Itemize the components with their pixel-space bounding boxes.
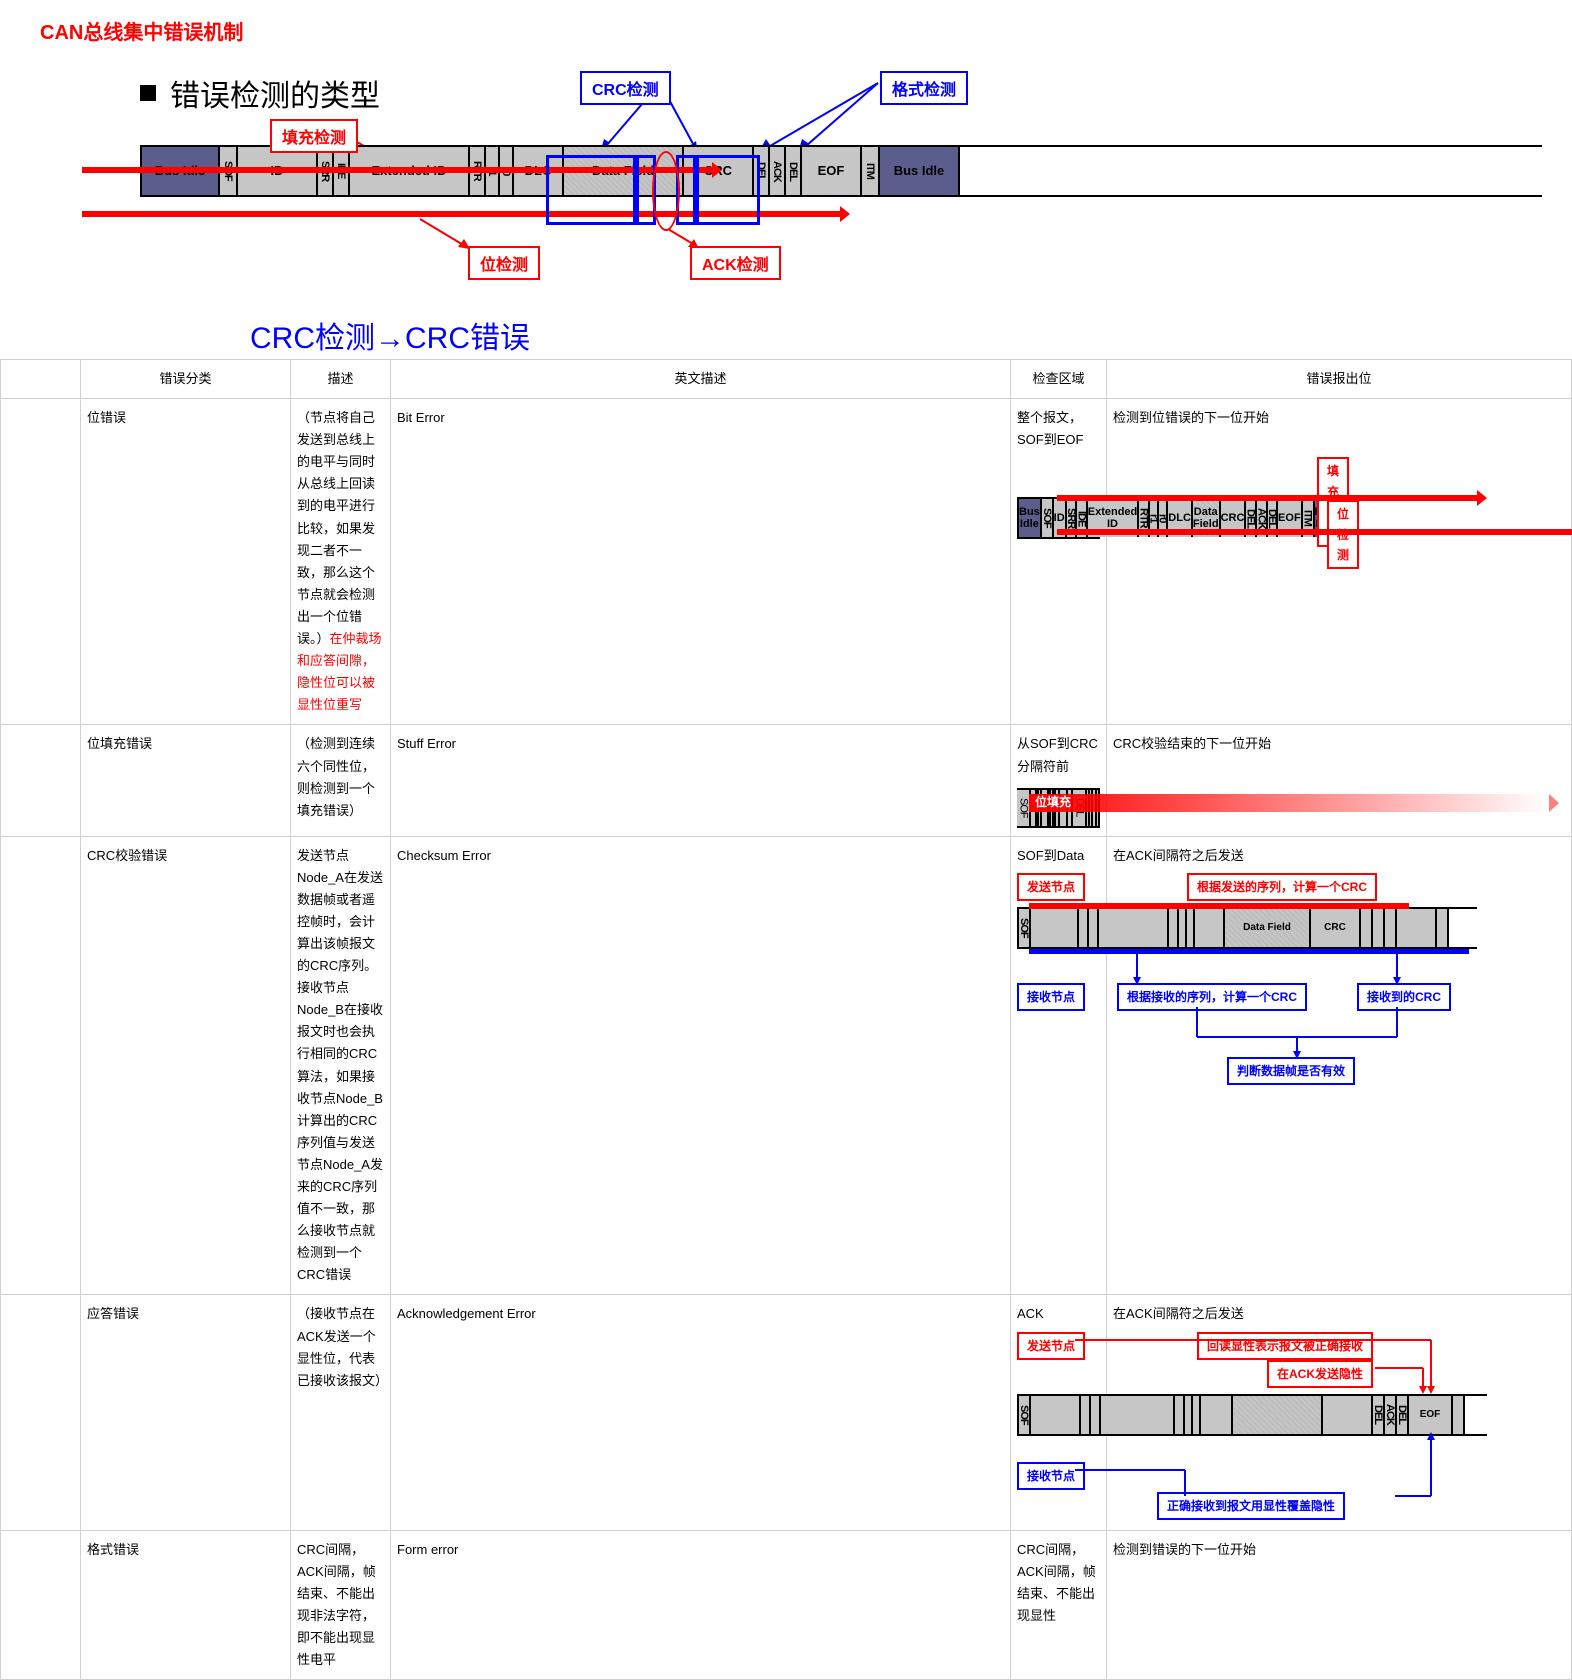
col-header: 英文描述 bbox=[391, 360, 1011, 399]
blue-rect-eof bbox=[696, 155, 760, 225]
error-table: 错误分类描述英文描述检查区域错误报出位 位错误（节点将自己发送到总线上的电平与同… bbox=[0, 359, 1572, 1680]
table-row: CRC校验错误发送节点Node_A在发送数据帧或者遥控帧时，会计算出该帧报文的C… bbox=[1, 836, 1572, 1295]
col-header: 错误分类 bbox=[81, 360, 291, 399]
inline-diagram: 填充检测 Bus IdleSOFIDSRRIDEExtended IDRTRr1… bbox=[1017, 457, 1100, 565]
inline-diagram: 发送节点 根据发送的序列，计算一个CRC SOFData FieldCRC 接收… bbox=[1017, 873, 1100, 1083]
heading-text: 错误检测的类型 bbox=[170, 71, 380, 115]
blue-rect-crc bbox=[546, 155, 636, 225]
ack-oval bbox=[652, 151, 680, 231]
table-row: 应答错误（接收节点在ACK发送一个显性位，代表已接收该报文）Acknowledg… bbox=[1, 1295, 1572, 1530]
inline-diagram: 发送节点 回读显性表示报文被正确接收 在ACK发送隐性 SOFDELACKDEL… bbox=[1017, 1332, 1100, 1522]
callout-bit: 位检测 bbox=[468, 246, 540, 280]
bullet-icon bbox=[140, 85, 156, 101]
top-diagram: 错误检测的类型 填充检测 CRC检测 格式检测 Bus IdleSOFIDSRR… bbox=[0, 71, 1572, 351]
segment: ACK bbox=[770, 147, 786, 195]
callout-format: 格式检测 bbox=[880, 71, 968, 105]
table-row: 位错误（节点将自己发送到总线上的电平与同时从总线上回读到的电平进行比较，如果发现… bbox=[1, 399, 1572, 725]
callout-crc: CRC检测 bbox=[580, 71, 671, 105]
segment: EOF bbox=[802, 147, 862, 195]
segment: ITM bbox=[862, 147, 880, 195]
segment: Bus Idle bbox=[1017, 499, 1042, 537]
segment: Bus Idle bbox=[880, 147, 960, 195]
cutoff-text: CRC检测→CRC错误 bbox=[250, 313, 750, 357]
callout-ack: ACK检测 bbox=[690, 246, 781, 280]
table-header: 错误分类描述英文描述检查区域错误报出位 bbox=[1, 360, 1572, 399]
col-header: 检查区域 bbox=[1011, 360, 1107, 399]
heading-row: 错误检测的类型 bbox=[140, 71, 1542, 115]
table-row: 位填充错误（检测到连续六个同性位，则检测到一个填充错误）Stuff Error从… bbox=[1, 725, 1572, 836]
col-header: 错误报出位 bbox=[1107, 360, 1572, 399]
page-title: CAN总线集中错误机制 bbox=[0, 0, 1572, 55]
inline-diagram: 位填充 SOFDEL bbox=[1017, 784, 1100, 828]
col-header: 描述 bbox=[291, 360, 391, 399]
segment: SOF bbox=[1042, 499, 1054, 537]
segment: DEL bbox=[786, 147, 802, 195]
table-row: 格式错误CRC间隔，ACK间隔，帧结束、不能出现非法字符，即不能出现显性电平Fo… bbox=[1, 1530, 1572, 1680]
callout-stuff: 填充检测 bbox=[270, 119, 358, 153]
